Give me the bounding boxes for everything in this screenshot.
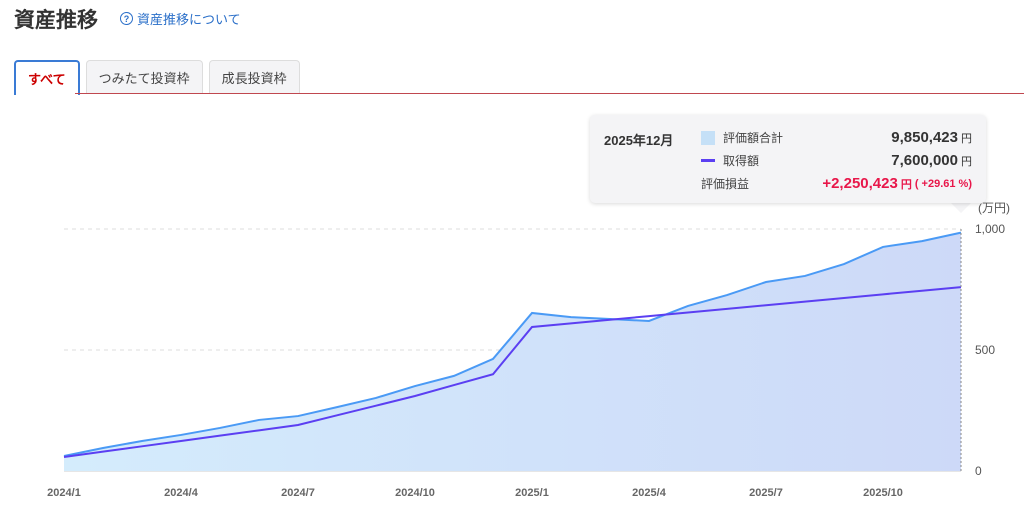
tooltip-pointer	[951, 203, 971, 213]
unit: 円	[961, 155, 972, 168]
value-label: 評価額合計	[723, 131, 784, 145]
chart-tooltip: 2025年12月 評価額合計 9,850,423 円 取得額 7,600,000 円 評…	[590, 115, 986, 203]
cost-legend-swatch	[701, 159, 715, 162]
unit: 円	[961, 132, 972, 145]
value-legend-swatch	[701, 130, 715, 145]
x-tick-label: 2024/4	[164, 487, 199, 499]
question-circle-icon: ?	[120, 12, 133, 25]
tab-all[interactable]: すべて	[14, 60, 80, 95]
x-tick-label: 2024/7	[281, 487, 315, 499]
tab-growth[interactable]: 成長投資枠	[208, 60, 300, 94]
x-tick-label: 2025/10	[863, 487, 903, 499]
page-title: 資産推移	[14, 9, 98, 32]
tab-divider	[75, 93, 1024, 94]
y-tick-label: 0	[975, 464, 982, 478]
gain-amount: +2,250,423	[822, 175, 898, 192]
x-tick-label: 2025/1	[515, 487, 549, 499]
x-tick-label: 2025/4	[632, 487, 667, 499]
y-tick-label: 500	[975, 343, 995, 357]
y-tick-label: 1,000	[975, 222, 1005, 236]
help-link-label: 資産推移について	[137, 12, 241, 27]
value-amount: 9,850,423	[891, 129, 958, 146]
cost-label: 取得額	[723, 154, 760, 168]
tooltip-date: 2025年12月	[604, 133, 674, 148]
unit: 円	[900, 178, 912, 191]
cost-amount: 7,600,000	[891, 152, 958, 169]
x-tick-label: 2024/10	[395, 487, 435, 499]
x-tick-label: 2025/7	[749, 487, 783, 499]
tab-tsumitate[interactable]: つみたて投資枠	[85, 60, 203, 94]
y-unit: (万円)	[978, 201, 1010, 215]
value-line	[63, 231, 962, 457]
gain-label: 評価損益	[701, 177, 750, 191]
gain-percent: ( +29.61 %)	[914, 177, 972, 190]
x-tick-label: 2024/1	[47, 487, 81, 499]
help-link[interactable]: ? 資産推移について	[120, 9, 241, 28]
cost-line	[63, 286, 962, 458]
